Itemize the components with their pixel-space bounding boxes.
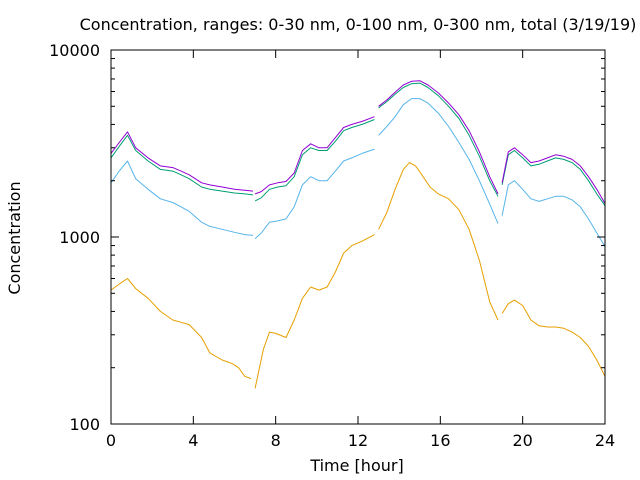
series-line xyxy=(378,82,499,197)
x-tick-label: 4 xyxy=(188,431,198,450)
series-line xyxy=(501,147,606,204)
series-line xyxy=(110,131,254,192)
y-tick-label: 10000 xyxy=(49,41,100,60)
series-2 xyxy=(110,98,606,247)
series-3 xyxy=(110,82,606,206)
x-tick-label: 16 xyxy=(430,431,450,450)
plot-frame xyxy=(110,49,606,425)
series-line xyxy=(110,160,254,236)
series-line xyxy=(501,299,606,377)
series-line xyxy=(254,234,375,389)
series-line xyxy=(254,116,375,195)
x-tick-label: 24 xyxy=(595,431,615,450)
y-tick-label: 100 xyxy=(69,415,100,434)
y-axis-label: Concentration xyxy=(5,181,24,294)
series-line xyxy=(501,150,606,206)
x-axis-label: Time [hour] xyxy=(309,456,403,475)
series-line xyxy=(378,162,499,321)
series-1 xyxy=(110,162,606,389)
series-line xyxy=(254,119,375,202)
series-4 xyxy=(110,80,606,204)
y-tick-label: 1000 xyxy=(59,228,100,247)
x-tick-label: 8 xyxy=(271,431,281,450)
series-line xyxy=(110,134,254,196)
series-line xyxy=(501,180,606,247)
x-tick-label: 20 xyxy=(512,431,532,450)
series-line xyxy=(378,80,499,195)
series-line xyxy=(254,148,375,239)
x-tick-label: 12 xyxy=(348,431,368,450)
x-tick-label: 0 xyxy=(106,431,116,450)
series-line xyxy=(110,278,252,380)
series-line xyxy=(378,98,499,224)
chart-title: Concentration, ranges: 0-30 nm, 0-100 nm… xyxy=(80,15,637,34)
series-layer xyxy=(110,80,606,389)
